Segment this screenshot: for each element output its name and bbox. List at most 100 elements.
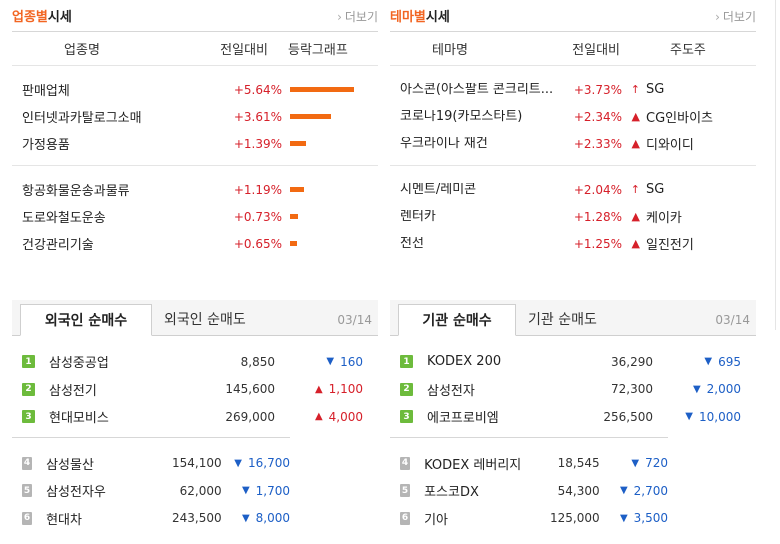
theme-name[interactable]: 아스콘(아스팔트 콘크리트...: [400, 82, 554, 97]
table-row[interactable]: 코로나19(카모스타트) +2.34% ▲ CG인바이츠: [390, 103, 756, 130]
stock-name[interactable]: 삼성중공업: [49, 356, 109, 372]
institution-list: 1 KODEX 200 36,290 ▼ 695 2 삼성전자 72,300 ▼ 2,000 3 에코…: [390, 336, 756, 538]
list-item[interactable]: 3 에코프로비엠 256,500 ▼ 10,000: [390, 403, 756, 431]
theme-group: 시멘트/레미콘 +2.04% ↑ SG 렌터카 +1.28% ▲ 케이카 전선 +1.25% ▲ 일진…: [390, 165, 756, 265]
stock-name[interactable]: 삼성전자: [427, 383, 475, 399]
rank-badge: 3: [22, 410, 35, 424]
theme-title-link[interactable]: 테마별: [390, 10, 426, 25]
leader-stock[interactable]: SG: [646, 82, 665, 97]
theme-name[interactable]: 전선: [400, 236, 424, 251]
upper-limit-arrow-icon: ↑: [630, 83, 640, 96]
table-row[interactable]: 인터넷과카탈로그소매 +3.61%: [12, 103, 378, 130]
stock-price: 125,000: [550, 511, 600, 526]
industry-name[interactable]: 인터넷과카탈로그소매: [22, 111, 142, 126]
change-rate: +1.39%: [233, 136, 282, 151]
table-row[interactable]: 시멘트/레미콘 +2.04% ↑ SG: [390, 176, 756, 203]
change-value: 695: [718, 354, 741, 369]
rank-badge: 5: [400, 484, 411, 498]
down-triangle-icon: ▼: [619, 485, 628, 497]
industry-name[interactable]: 판매업체: [22, 84, 70, 99]
stock-name[interactable]: 현대차: [46, 512, 82, 528]
price-change: ▼ 2,000: [653, 382, 741, 396]
list-item[interactable]: 6 기아 125,000 ▼ 3,500: [390, 505, 668, 533]
list-item[interactable]: 1 KODEX 200 36,290 ▼ 695: [390, 348, 756, 376]
up-triangle-icon: ▲: [314, 383, 323, 395]
price-change: ▼ 8,000: [222, 511, 290, 525]
rank-group: 1 삼성중공업 8,850 ▼ 160 2 삼성전기 145,600 ▲ 1,100 3 현대모비스 2…: [12, 336, 378, 437]
list-item[interactable]: 5 삼성전자우 62,000 ▼ 1,700: [12, 477, 290, 505]
table-row[interactable]: 아스콘(아스팔트 콘크리트... +3.73% ↑ SG: [390, 76, 756, 103]
stock-name[interactable]: 에코프로비엠: [427, 411, 499, 427]
change-value: 2,000: [706, 382, 741, 397]
industry-title-suffix: 시세: [47, 10, 72, 25]
rank-badge: 6: [400, 511, 411, 525]
theme-panel: 테마별 시세 › 더보기 테마명 전일대비 주도주 아스콘(아스팔트 콘크리트.…: [390, 0, 756, 265]
industry-group: 항공화물운송과물류 +1.19% 도로와철도운송 +0.73% 건강관리기술 +0.65%: [12, 165, 378, 265]
down-triangle-icon: ▼: [692, 383, 701, 395]
stock-name[interactable]: 삼성물산: [46, 457, 94, 473]
tab-institution-net-sell[interactable]: 기관 순매도: [528, 312, 597, 328]
table-row[interactable]: 판매업체 +5.64%: [12, 76, 378, 103]
stock-name[interactable]: 삼성전기: [49, 383, 97, 399]
table-row[interactable]: 전선 +1.25% ▲ 일진전기: [390, 230, 756, 257]
stock-name[interactable]: 기아: [424, 512, 449, 528]
industry-name[interactable]: 건강관리기술: [22, 238, 94, 253]
list-item[interactable]: 3 현대모비스 269,000 ▲ 4,000: [12, 403, 378, 431]
theme-name[interactable]: 렌터카: [400, 209, 436, 224]
tab-institution-net-buy[interactable]: 기관 순매수: [398, 304, 516, 336]
tab-foreign-net-sell[interactable]: 외국인 순매도: [164, 312, 246, 328]
list-item[interactable]: 5 포스코DX 54,300 ▼ 2,700: [390, 477, 668, 505]
theme-table-body: 아스콘(아스팔트 콘크리트... +3.73% ↑ SG 코로나19(카모스타트) +2.…: [390, 66, 756, 265]
rank-badge: 2: [22, 382, 35, 396]
rank-badge: 1: [400, 355, 413, 369]
stock-name[interactable]: 삼성전자우: [46, 485, 106, 501]
theme-name[interactable]: 코로나19(카모스타트): [400, 109, 523, 124]
table-row[interactable]: 도로와철도운송 +0.73%: [12, 203, 378, 230]
list-item[interactable]: 1 삼성중공업 8,850 ▼ 160: [12, 348, 378, 376]
list-item[interactable]: 6 현대차 243,500 ▼ 8,000: [12, 505, 290, 533]
change-bar: [290, 114, 331, 119]
list-item[interactable]: 4 삼성물산 154,100 ▼ 16,700: [12, 450, 290, 478]
table-row[interactable]: 렌터카 +1.28% ▲ 케이카: [390, 203, 756, 230]
stock-price: 154,100: [172, 456, 222, 471]
down-triangle-icon: ▼: [241, 512, 250, 524]
industry-title-link[interactable]: 업종별: [12, 10, 48, 25]
table-row[interactable]: 항공화물운송과물류 +1.19%: [12, 176, 378, 203]
industry-name[interactable]: 가정용품: [22, 138, 70, 153]
tab-foreign-net-buy[interactable]: 외국인 순매수: [20, 304, 152, 336]
stock-name[interactable]: 현대모비스: [49, 411, 109, 427]
theme-name[interactable]: 우크라이나 재건: [400, 136, 488, 151]
leader-stock[interactable]: 디와이디: [646, 138, 694, 153]
stock-name[interactable]: 포스코DX: [424, 485, 479, 501]
industry-name[interactable]: 도로와철도운송: [22, 211, 106, 226]
list-item[interactable]: 4 KODEX 레버리지 18,545 ▼ 720: [390, 450, 668, 478]
stock-name[interactable]: KODEX 200: [427, 354, 502, 370]
theme-name[interactable]: 시멘트/레미콘: [400, 182, 477, 197]
industry-name[interactable]: 항공화물운송과물류: [22, 184, 130, 199]
leader-stock[interactable]: 일진전기: [646, 238, 694, 253]
industry-more-link[interactable]: › 더보기: [337, 8, 378, 25]
change-rate: +2.04%: [573, 182, 622, 197]
industry-panel: 업종별 시세 › 더보기 업종명 전일대비 등락그래프 판매업체 +5.64% 인터…: [12, 0, 378, 265]
list-item[interactable]: 2 삼성전자 72,300 ▼ 2,000: [390, 376, 756, 404]
leader-stock[interactable]: SG: [646, 182, 665, 197]
leader-stock[interactable]: CG인바이츠: [646, 111, 713, 126]
theme-title: 테마별 시세 › 더보기: [390, 0, 756, 32]
stock-name[interactable]: KODEX 레버리지: [424, 457, 522, 473]
change-value: 160: [340, 354, 363, 369]
stock-price: 18,545: [557, 456, 600, 471]
leader-stock[interactable]: 케이카: [646, 211, 682, 226]
foreign-date: 03/14: [337, 313, 372, 327]
foreign-tabs: 외국인 순매수 외국인 순매도 03/14: [12, 300, 378, 336]
change-value: 1,700: [255, 483, 290, 498]
theme-more-link[interactable]: › 더보기: [715, 8, 756, 25]
list-item[interactable]: 2 삼성전기 145,600 ▲ 1,100: [12, 376, 378, 404]
industry-title: 업종별 시세 › 더보기: [12, 0, 378, 32]
change-bar: [290, 241, 298, 246]
table-row[interactable]: 우크라이나 재건 +2.33% ▲ 디와이디: [390, 130, 756, 157]
right-edge-divider: [775, 0, 776, 330]
table-row[interactable]: 가정용품 +1.39%: [12, 130, 378, 157]
stock-price: 256,500: [603, 409, 653, 424]
change-rate: +1.19%: [233, 182, 282, 197]
table-row[interactable]: 건강관리기술 +0.65%: [12, 230, 378, 257]
